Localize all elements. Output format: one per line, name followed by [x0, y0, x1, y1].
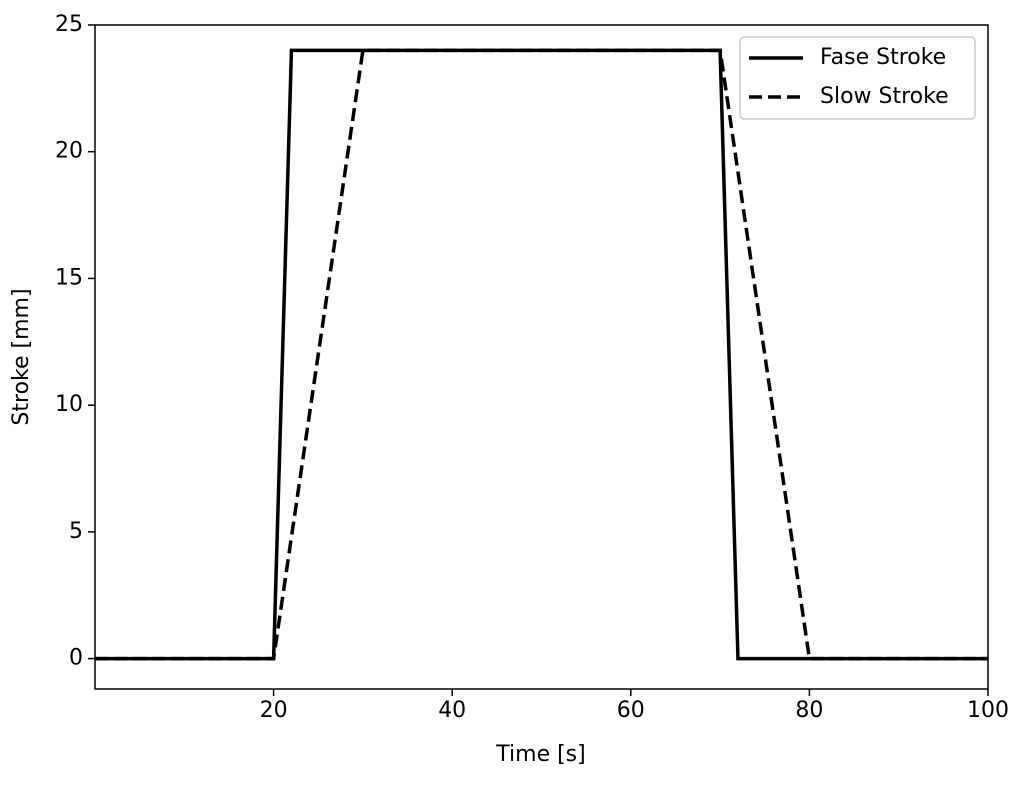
y-tick-label: 25: [55, 12, 83, 37]
x-axis-label: Time [s]: [495, 742, 585, 767]
x-tick-label: 60: [617, 698, 645, 723]
y-tick-label: 15: [55, 265, 83, 290]
x-tick-label: 100: [967, 698, 1009, 723]
x-tick-label: 80: [795, 698, 823, 723]
y-axis-label: Stroke [mm]: [9, 288, 34, 425]
y-tick-label: 20: [55, 139, 83, 164]
y-tick-label: 10: [55, 392, 83, 417]
x-tick-label: 40: [438, 698, 466, 723]
legend-label: Slow Stroke: [820, 84, 949, 109]
y-tick-label: 5: [69, 519, 83, 544]
y-tick-label: 0: [69, 646, 83, 671]
line: [95, 48, 988, 661]
plot-frame: [94, 24, 989, 690]
legend-label: Fase Stroke: [820, 45, 946, 70]
x-tick-label: 20: [260, 698, 288, 723]
line: [95, 48, 988, 661]
